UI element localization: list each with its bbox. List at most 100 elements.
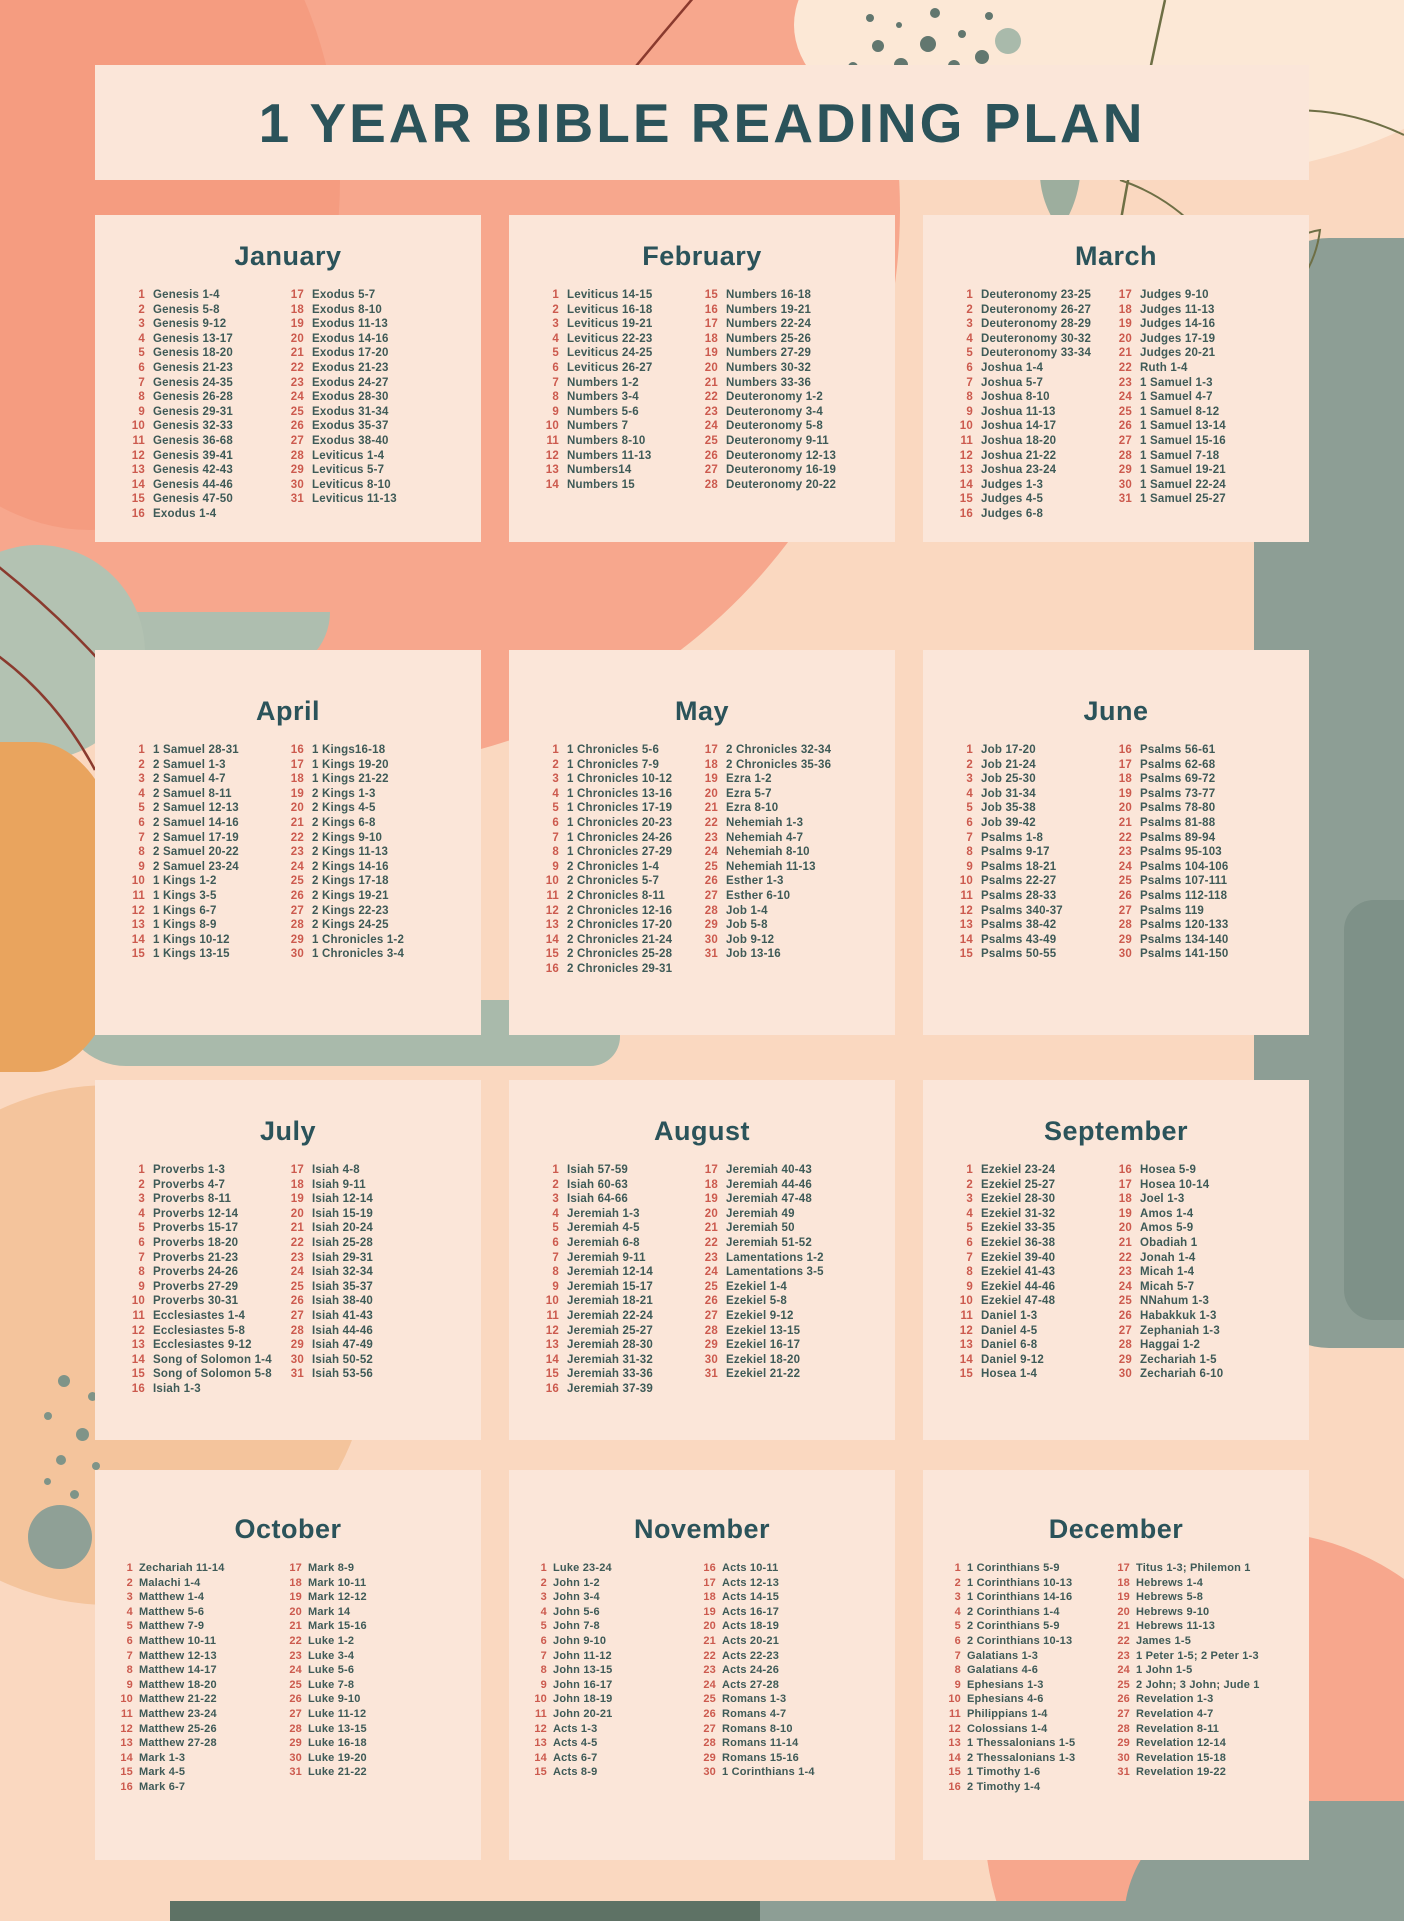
day-number: 30 (1117, 1751, 1130, 1764)
reading-row: 3 Deuteronomy 28-29 (957, 317, 1116, 332)
reading-text: Revelation 1-3 (1136, 1693, 1214, 1706)
reading-row: 30 1 Corinthians 1-4 (702, 1765, 871, 1780)
reading-text: Acts 18-19 (722, 1620, 780, 1633)
reading-text: 1 Peter 1-5; 2 Peter 1-3 (1136, 1649, 1259, 1662)
reading-text: Isiah 1-3 (153, 1382, 201, 1395)
reading-row: 2 Malachi 1-4 (119, 1576, 288, 1591)
reading-text: Matthew 10-11 (139, 1634, 217, 1647)
reading-row: 24 Nehemiah 8-10 (702, 845, 861, 860)
reading-text: Jeremiah 18-21 (567, 1295, 653, 1308)
day-number: 26 (704, 1295, 718, 1308)
day-number: 7 (138, 376, 145, 389)
reading-text: Deuteronomy 23-25 (981, 289, 1092, 301)
reading-row: 18 2 Chronicles 35-36 (702, 758, 861, 773)
reading-text: Numbers 7 (567, 420, 629, 433)
reading-row: 7 John 11-12 (533, 1649, 702, 1664)
day-number: 6 (138, 361, 145, 374)
day-number: 14 (948, 1751, 961, 1764)
day-number: 13 (959, 919, 973, 932)
reading-row: 23 2 Kings 11-13 (288, 845, 447, 860)
day-number: 30 (290, 948, 304, 961)
month-panel-february: February 1 Leviticus 14-15 2 Leviticus 16-18… (509, 215, 895, 542)
month-panel-september: September 1 Ezekiel 23-24 2 Ezekiel 25-27 3 Ez… (923, 1080, 1309, 1440)
day-number: 19 (704, 1193, 718, 1206)
day-number: 12 (959, 904, 973, 917)
reading-text: Numbers14 (567, 464, 632, 477)
reading-text: Exodus 35-37 (312, 420, 389, 433)
month-panel-march: March 1 Deuteronomy 23-25 2 Deuteronomy 26-2… (923, 215, 1309, 542)
reading-text: 1 Chronicles 17-19 (567, 802, 673, 815)
reading-text: NNahum 1-3 (1140, 1295, 1210, 1308)
reading-row: 11 Psalms 28-33 (957, 889, 1116, 904)
day-number: 5 (954, 1620, 961, 1633)
day-number: 27 (1118, 434, 1132, 447)
reading-row: 31 1 Samuel 25-27 (1116, 492, 1275, 507)
reading-row: 27 Isiah 41-43 (288, 1309, 447, 1324)
reading-row: 6 Joshua 1-4 (957, 361, 1116, 376)
reading-text: Acts 12-13 (722, 1576, 780, 1589)
reading-row: 26 Revelation 1-3 (1116, 1692, 1285, 1707)
reading-text: Ezekiel 5-8 (726, 1295, 788, 1308)
reading-text: 1 Samuel 7-18 (1140, 449, 1220, 462)
reading-text: 1 Samuel 1-3 (1140, 376, 1213, 389)
day-number: 10 (131, 875, 145, 888)
reading-text: 1 Samuel 28-31 (153, 744, 239, 756)
reading-row: 26 1 Samuel 13-14 (1116, 419, 1275, 434)
reading-row: 8 John 13-15 (533, 1663, 702, 1678)
day-number: 4 (966, 1207, 973, 1220)
day-number: 13 (948, 1737, 961, 1750)
day-number: 21 (289, 1620, 302, 1633)
reading-row: 10 1 Kings 1-2 (129, 874, 288, 889)
reading-row: 17 1 Kings 19-20 (288, 758, 447, 773)
reading-row: 5 Matthew 7-9 (119, 1619, 288, 1634)
reading-text: Psalms 81-88 (1140, 816, 1216, 829)
reading-row: 2 1 Corinthians 10-13 (947, 1576, 1116, 1591)
reading-row: 30 Revelation 15-18 (1116, 1751, 1285, 1766)
day-number: 30 (289, 1751, 302, 1764)
reading-row: 16 Hosea 5-9 (1116, 1163, 1275, 1178)
day-number: 12 (545, 1324, 559, 1337)
reading-row: 2 John 1-2 (533, 1576, 702, 1591)
reading-row: 27 Luke 11-12 (288, 1707, 457, 1722)
reading-text: Jeremiah 12-14 (567, 1266, 653, 1279)
day-number: 28 (1118, 1339, 1132, 1352)
day-number: 20 (290, 802, 304, 815)
day-number: 2 (138, 303, 145, 316)
reading-row: 6 2 Corinthians 10-13 (947, 1634, 1116, 1649)
day-number: 15 (545, 1368, 559, 1381)
reading-text: Deuteronomy 3-4 (726, 405, 823, 418)
month-title: December (1048, 1514, 1184, 1544)
reading-row: 18 Acts 14-15 (702, 1590, 871, 1605)
day-number: 21 (704, 802, 718, 815)
reading-text: Mark 15-16 (308, 1620, 367, 1633)
day-number: 14 (120, 1751, 133, 1764)
day-number: 3 (966, 318, 973, 331)
day-number: 11 (534, 1707, 547, 1720)
reading-text: 1 Thessalonians 1-5 (967, 1737, 1076, 1750)
reading-text: John 13-15 (553, 1664, 613, 1677)
reading-row: 1 Proverbs 1-3 (129, 1163, 288, 1178)
day-number: 27 (290, 904, 304, 917)
reading-text: Ezra 1-2 (726, 773, 772, 786)
day-number: 21 (704, 1222, 718, 1235)
day-number: 16 (545, 962, 559, 975)
reading-text: Genesis 9-12 (153, 318, 227, 331)
day-number: 8 (954, 1664, 961, 1677)
day-number: 28 (290, 919, 304, 932)
reading-row: 9 Ezekiel 44-46 (957, 1280, 1116, 1295)
reading-row: 9 Psalms 18-21 (957, 860, 1116, 875)
dot-decoration (995, 28, 1021, 54)
month-panel-july: July 1 Proverbs 1-3 2 Proverbs 4-7 3 Proverbs … (95, 1080, 481, 1440)
day-number: 21 (290, 347, 304, 360)
month-title: February (642, 241, 762, 271)
reading-row: 19 Numbers 27-29 (702, 346, 861, 361)
reading-row: 24 Deuteronomy 5-8 (702, 419, 861, 434)
day-number: 26 (289, 1693, 302, 1706)
day-number: 1 (966, 744, 973, 756)
reading-text: Numbers 19-21 (726, 303, 812, 316)
day-number: 10 (131, 1295, 145, 1308)
month-title: October (234, 1514, 342, 1544)
reading-text: 1 Chronicles 13-16 (567, 787, 673, 800)
day-number: 17 (703, 1576, 716, 1589)
reading-row: 20 Psalms 78-80 (1116, 801, 1275, 816)
